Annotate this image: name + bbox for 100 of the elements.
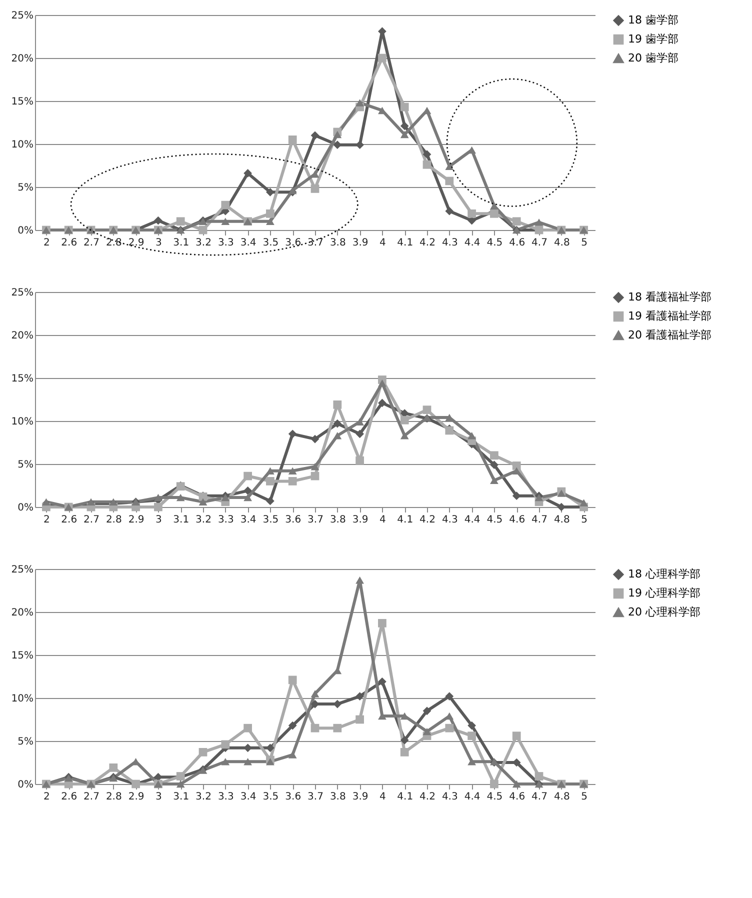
point — [244, 494, 252, 502]
x-tick-label: 3.3 — [218, 238, 234, 248]
x-tick-label: 4.6 — [509, 514, 526, 526]
legend-label: 20 歯学部 — [628, 52, 678, 64]
x-tick-label: 4.8 — [554, 792, 570, 802]
x-tick-label: 3.9 — [352, 238, 368, 248]
point — [512, 732, 521, 740]
y-tick-label: 15% — [11, 650, 34, 662]
point — [288, 430, 297, 438]
point — [266, 758, 274, 766]
point — [310, 184, 320, 193]
x-tick-label: 4.4 — [464, 792, 480, 802]
x-tick-label: 4.8 — [554, 514, 570, 526]
x-tick-label: 5 — [581, 514, 588, 526]
point — [266, 218, 274, 226]
point — [288, 721, 297, 730]
point — [557, 490, 566, 497]
point — [86, 498, 96, 506]
point — [176, 217, 185, 226]
x-tick-label: 4.3 — [442, 792, 458, 802]
point — [244, 472, 252, 480]
point — [378, 618, 386, 628]
y-tick-label: 25% — [11, 564, 34, 576]
point — [266, 496, 274, 506]
point — [400, 122, 409, 130]
point — [468, 432, 476, 440]
x-tick-label: 3 — [156, 514, 162, 526]
point — [468, 732, 476, 740]
point — [534, 218, 544, 226]
point — [244, 724, 252, 732]
x-tick-label: 3.9 — [352, 792, 368, 802]
x-tick-label: 3.1 — [173, 514, 190, 526]
point — [356, 692, 364, 700]
x-tick-label: 2.9 — [128, 514, 144, 526]
x-tick-label: 2 — [44, 792, 50, 802]
x-tick-label: 3.9 — [352, 514, 368, 526]
point — [333, 419, 342, 428]
x-tick-label: 3.7 — [308, 514, 324, 526]
point — [221, 758, 230, 766]
x-tick-label: 3.3 — [218, 514, 234, 526]
x-tick-label: 2.8 — [106, 238, 122, 248]
x-tick-label: 4 — [380, 514, 386, 526]
x-tick-label: 2.9 — [128, 238, 144, 248]
point — [512, 462, 521, 470]
point — [445, 176, 454, 186]
point — [378, 380, 386, 387]
x-tick-label: 3 — [156, 238, 162, 248]
point — [244, 758, 252, 766]
legend-label: 20 看護福祉学部 — [628, 328, 712, 342]
x-tick-label: 4.7 — [532, 514, 548, 526]
point — [310, 724, 320, 732]
point — [221, 740, 230, 749]
x-tick-label: 3.8 — [330, 514, 346, 526]
x-tick-label: 3.1 — [173, 238, 190, 248]
point — [109, 498, 118, 506]
point — [422, 406, 432, 414]
y-tick-label: 25% — [11, 288, 34, 298]
point — [333, 400, 342, 409]
x-tick-label: 2 — [44, 514, 50, 526]
x-tick-label: 3 — [156, 792, 162, 802]
point — [490, 460, 498, 470]
x-tick-label: 3.3 — [218, 792, 234, 802]
point — [176, 494, 185, 502]
point — [400, 416, 409, 424]
x-tick-label: 2.8 — [106, 792, 122, 802]
point — [468, 209, 476, 218]
x-tick-label: 2.9 — [128, 792, 144, 802]
x-tick-label: 4.8 — [554, 238, 570, 248]
x-tick-label: 4.2 — [420, 792, 436, 802]
x-tick-label: 3.5 — [262, 792, 279, 802]
point — [422, 728, 432, 736]
point — [333, 432, 342, 440]
point — [266, 744, 274, 752]
y-tick-label: 10% — [11, 416, 34, 428]
point — [580, 499, 588, 506]
point — [378, 54, 386, 62]
x-tick-label: 4.2 — [420, 238, 436, 248]
point — [422, 150, 432, 159]
point — [244, 486, 252, 495]
point — [198, 498, 208, 506]
x-tick-label: 4.5 — [486, 238, 503, 248]
legend-label: 19 歯学部 — [628, 32, 678, 46]
x-tick-label: 3.7 — [308, 238, 324, 248]
point — [422, 706, 432, 716]
point — [356, 418, 364, 426]
x-tick-label: 4.5 — [486, 792, 503, 802]
x-tick-label: 4.1 — [397, 238, 414, 248]
point — [534, 772, 544, 780]
point — [176, 780, 185, 788]
y-tick-label: 20% — [11, 608, 34, 618]
legend-label: 18 看護福祉学部 — [628, 290, 712, 304]
point — [310, 434, 320, 444]
x-tick-label: 2.7 — [84, 238, 100, 248]
x-tick-label: 4 — [380, 792, 386, 802]
y-tick-label: 0% — [18, 502, 34, 514]
point — [42, 498, 50, 506]
point — [400, 102, 409, 112]
point — [154, 502, 162, 512]
x-tick-label: 2.6 — [61, 238, 78, 248]
point — [198, 748, 208, 756]
